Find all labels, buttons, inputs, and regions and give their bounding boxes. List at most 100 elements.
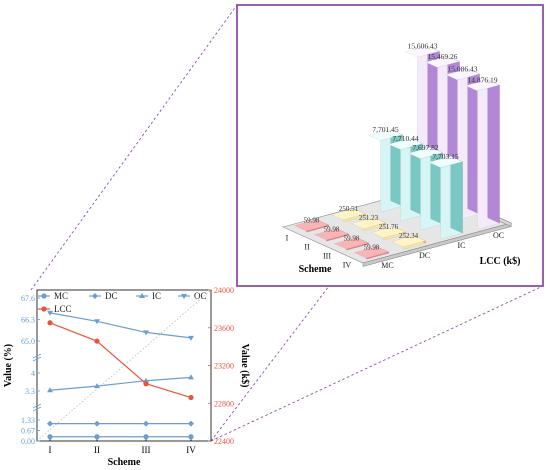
data-point (47, 320, 53, 326)
data-point (94, 383, 100, 389)
data-point (143, 330, 149, 336)
axis-break-mark (32, 406, 42, 412)
series-axis-label: DC (419, 251, 430, 260)
bar-value-label: 7,701.45 (372, 125, 399, 134)
bar-face-side (487, 79, 500, 224)
axis-break-mark (32, 356, 42, 362)
data-point (139, 293, 145, 298)
bar-mc-iv: 59.98 (353, 243, 390, 260)
bar-value-label: 15,086.43 (448, 64, 478, 73)
data-point (47, 310, 53, 316)
bar-value-label: 7,703.15 (432, 152, 459, 161)
scheme-axis-label: II (304, 243, 310, 252)
bar-value-label: 14,876.19 (468, 75, 498, 84)
data-point (188, 420, 194, 427)
data-point (188, 335, 194, 341)
bar-face-top (464, 79, 501, 92)
bar-face-top (444, 68, 481, 81)
left-tick-label: 67.6 (21, 294, 35, 303)
legend-item-mc: MC (38, 291, 68, 301)
data-point (143, 381, 149, 387)
data-point (188, 434, 194, 440)
y-axis-title-left: Value (%) (3, 344, 14, 387)
data-point (47, 420, 53, 427)
data-point (181, 294, 187, 299)
right-tick-label: 23200 (214, 362, 234, 371)
series-axis-label: IC (458, 241, 466, 250)
data-point (94, 319, 100, 325)
bar-value-label: 59.98 (324, 225, 340, 233)
data-point (94, 420, 100, 427)
bar-oc-iv: 14,876.19 (464, 75, 501, 230)
bar-ic-iv: 7,703.15 (427, 152, 464, 240)
data-point (188, 374, 194, 380)
data-point (41, 293, 47, 299)
bar-value-label: 59.98 (304, 216, 320, 224)
bar-face-top (313, 228, 350, 241)
bar-ic-i: 7,701.45 (367, 125, 404, 213)
bar-face-side (450, 155, 463, 234)
data-point (143, 434, 149, 440)
right-tick-label: 24000 (214, 286, 234, 295)
legend-label: IC (152, 291, 161, 301)
x-tick-label: I (49, 445, 52, 455)
left-tick-label: 0.00 (21, 437, 35, 446)
bar-ic-iii: 7,697.82 (407, 143, 444, 231)
bar-oc-iii: 15,086.43 (444, 64, 481, 221)
left-tick-label: 0.67 (21, 426, 35, 435)
bar-dc-i: 250.51 (330, 205, 367, 223)
scheme-axis-label: III (323, 252, 331, 261)
bar-value-label: 251.23 (359, 214, 379, 222)
data-point (47, 387, 53, 393)
bar-value-label: 252.34 (399, 232, 419, 240)
bar-face-top (367, 128, 404, 141)
scheme-axis-label: IV (343, 261, 352, 270)
bar-mc-i: 59.98 (293, 216, 330, 233)
x-tick-label: II (94, 445, 100, 455)
bar-face-top (330, 208, 367, 221)
bar-face-top (353, 246, 390, 259)
right-tick-label: 22400 (214, 437, 234, 446)
bar-value-label: 250.51 (339, 205, 359, 213)
data-point (92, 293, 98, 299)
bar-value-label: 7,710.44 (392, 134, 419, 143)
left-tick-label: 1.33 (21, 416, 35, 425)
lcc-axis-title: LCC (k$) (480, 256, 521, 267)
bar-face-top (350, 217, 387, 230)
right-tick-label: 23600 (214, 324, 234, 333)
legend-label: MC (54, 291, 68, 301)
legend-item-ic: IC (136, 291, 161, 301)
data-point (143, 420, 149, 427)
left-tick-label: 3.3 (25, 387, 35, 396)
bar-face-top (390, 235, 427, 248)
right-tick-label: 22800 (214, 399, 234, 408)
bar-value-label: 59.98 (344, 234, 360, 242)
bar-face-top (404, 45, 441, 58)
bar-face-top (333, 237, 370, 250)
bar-face-top (387, 137, 424, 150)
x-tick-label: IV (186, 445, 196, 455)
axis-break-mark (32, 403, 42, 409)
data-point (143, 377, 149, 383)
x-axis-title: Scheme (108, 457, 141, 468)
scheme-axis-title: Scheme (299, 264, 332, 275)
line-chart: 0.00 0.671.33 3.3 4 65.0 66.3 67.6 22400 22800 23… (3, 286, 250, 468)
left-tick-label: 4 (31, 369, 35, 378)
bar-face-top (407, 147, 444, 159)
data-point (41, 306, 47, 312)
series-axis-label: MC (381, 261, 393, 270)
axis-break-mark (32, 353, 42, 359)
bar-face-top (293, 219, 330, 232)
bar-face-top (424, 55, 461, 68)
legend-item-dc: DC (89, 291, 118, 301)
bar-face-top (370, 226, 407, 239)
data-point (47, 434, 53, 440)
scheme-axis-label: I (286, 234, 289, 243)
series-line-ic (49, 376, 192, 391)
bar-value-label: 15,469.26 (428, 52, 458, 61)
left-tick-label: 65.0 (21, 337, 35, 346)
bar-dc-iv: 252.34 (390, 232, 427, 250)
data-point (188, 394, 194, 401)
